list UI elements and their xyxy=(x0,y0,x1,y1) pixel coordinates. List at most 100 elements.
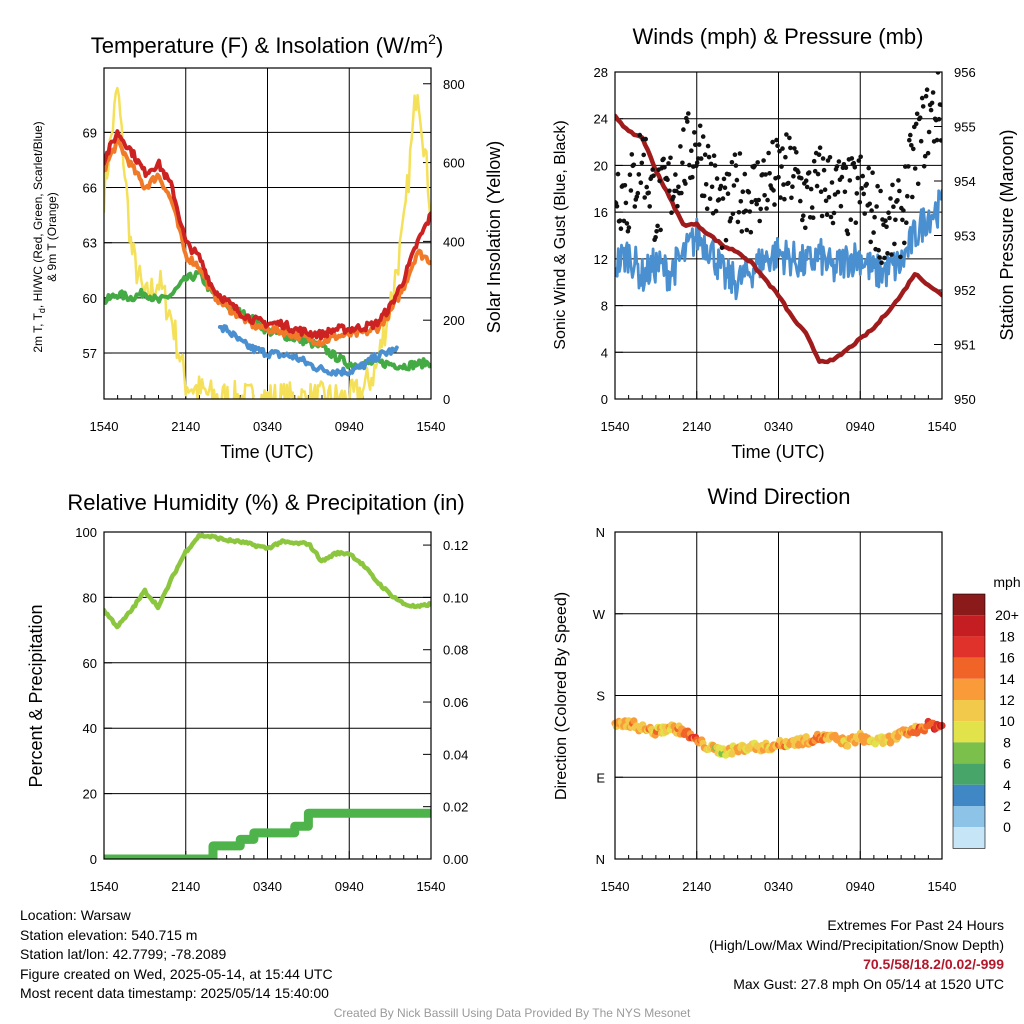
gust-point xyxy=(905,193,910,199)
winds-ylabel-right: Station Pressure (Maroon) xyxy=(997,129,1017,340)
gust-point xyxy=(848,217,854,222)
rh-ytick-label-right: 0.02 xyxy=(443,800,468,815)
gust-point xyxy=(743,208,749,214)
gust-point xyxy=(698,156,704,161)
gust-point xyxy=(706,154,712,160)
max-gust-text: Max Gust: 27.8 mph On 05/14 at 1520 UTC xyxy=(733,975,1004,992)
colorbar-label: 8 xyxy=(1003,734,1011,750)
gust-point xyxy=(629,152,635,157)
gust-point xyxy=(849,156,855,161)
gust-point xyxy=(853,220,859,225)
gust-point xyxy=(811,158,817,164)
gust-point xyxy=(615,171,621,177)
winds-xlabel: Time (UTC) xyxy=(731,442,824,462)
gust-point xyxy=(790,184,795,189)
extremes-values: 70.5/58/18.2/0.02/-999 xyxy=(863,956,1004,972)
gust-point xyxy=(713,208,719,214)
gust-point xyxy=(909,143,914,148)
gust-point xyxy=(757,218,762,224)
wind-xtick-label: 0940 xyxy=(846,419,875,434)
colorbar-frame xyxy=(952,593,986,849)
rh-ytick-label-right: 0.12 xyxy=(443,538,468,553)
gust-point xyxy=(740,189,746,194)
gust-point xyxy=(739,229,745,234)
wind-ytick-label-left: 4 xyxy=(601,345,608,360)
colorbar-swatch xyxy=(953,742,985,764)
gust-point xyxy=(726,172,732,177)
temp-series-insolation xyxy=(104,86,431,399)
gust-point xyxy=(922,153,928,159)
gust-point xyxy=(787,135,792,141)
direction-point xyxy=(802,733,810,741)
gust-point xyxy=(928,107,934,113)
wind-ytick-label-right: 956 xyxy=(954,65,976,80)
gust-point xyxy=(847,178,853,183)
gust-point xyxy=(728,216,734,221)
gust-point xyxy=(632,204,638,209)
gust-point xyxy=(911,146,916,152)
speed-colorbar: 20+ 18 16 14 12 10 8 6 4 2 0 xyxy=(952,593,1019,849)
gust-point xyxy=(794,150,799,155)
gust-point xyxy=(889,252,894,257)
gust-point xyxy=(669,210,674,215)
wind-ytick-label-left: 12 xyxy=(594,252,608,267)
gust-point xyxy=(671,194,676,200)
gust-point xyxy=(735,219,741,225)
elevation-text: Station elevation: 540.715 m xyxy=(20,926,198,943)
gust-point xyxy=(651,173,656,178)
temp-ytick-label-right: 400 xyxy=(443,234,465,249)
gust-point xyxy=(798,198,803,204)
gust-point xyxy=(896,178,901,183)
colorbar-swatch xyxy=(953,827,985,849)
rh-ytick-label-right: 0.10 xyxy=(443,590,468,605)
rh-xtick-label: 1540 xyxy=(90,879,119,894)
gust-point xyxy=(667,188,672,194)
gust-point xyxy=(799,175,804,181)
gust-point xyxy=(642,195,647,200)
temperature-title: Temperature (F) & Insolation (W/m2) xyxy=(91,31,444,58)
rh-ytick-label-left: 40 xyxy=(83,721,97,736)
wind-ytick-label-right: 953 xyxy=(954,229,976,244)
gust-point xyxy=(884,224,889,230)
gust-point xyxy=(875,183,880,189)
gust-point xyxy=(627,172,633,177)
gust-point xyxy=(806,170,812,175)
dir-xtick-label: 2140 xyxy=(682,879,711,894)
gust-point xyxy=(891,204,896,209)
gust-point xyxy=(934,137,940,143)
extremes-title: Extremes For Past 24 Hours xyxy=(827,917,1004,933)
gust-point xyxy=(836,159,842,164)
temp-plot-frame xyxy=(103,67,432,400)
gust-point xyxy=(804,184,810,190)
wind-xtick-label: 1540 xyxy=(928,419,957,434)
gust-point xyxy=(742,171,748,177)
gust-point xyxy=(817,145,823,150)
colorbar-label: 4 xyxy=(1003,777,1011,793)
colorbar-label: 20+ xyxy=(995,607,1019,623)
rh-xtick-label: 0940 xyxy=(335,879,364,894)
gust-point xyxy=(617,218,623,223)
wind-plot-frame xyxy=(614,71,943,400)
gust-point xyxy=(898,254,903,260)
gust-point xyxy=(661,156,666,162)
gust-point xyxy=(700,134,706,139)
gust-point xyxy=(772,202,777,207)
gust-point xyxy=(818,189,824,194)
colorbar-label: 18 xyxy=(999,628,1015,644)
gust-point xyxy=(780,146,785,151)
gust-point xyxy=(919,95,925,101)
gust-point xyxy=(786,180,791,186)
gust-point xyxy=(839,174,845,180)
dir-xtick-label: 0940 xyxy=(846,879,875,894)
gust-point xyxy=(641,152,646,158)
temp-ytick-label-right: 600 xyxy=(443,156,465,171)
gust-point xyxy=(746,189,752,195)
colorbar-label: 10 xyxy=(999,713,1015,729)
gust-point xyxy=(736,210,742,215)
gust-point xyxy=(662,165,667,170)
gust-point xyxy=(679,190,684,196)
gust-point xyxy=(777,148,782,154)
gust-point xyxy=(775,143,780,148)
gust-point xyxy=(758,206,763,212)
wind-xtick-label: 0340 xyxy=(764,419,793,434)
